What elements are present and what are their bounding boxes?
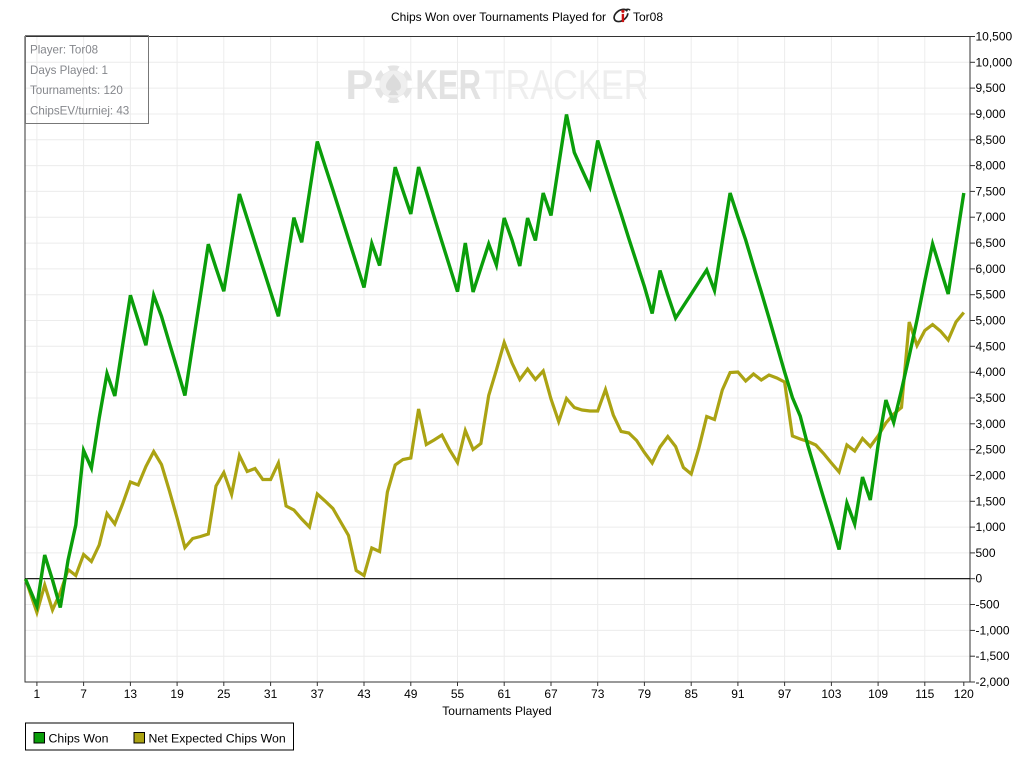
svg-text:Chips Won: Chips Won bbox=[49, 732, 109, 746]
svg-text:1,500: 1,500 bbox=[976, 494, 1006, 508]
svg-text:6,500: 6,500 bbox=[976, 236, 1006, 250]
svg-text:61: 61 bbox=[498, 687, 512, 701]
svg-text:5,000: 5,000 bbox=[976, 314, 1006, 328]
svg-text:6,000: 6,000 bbox=[976, 262, 1006, 276]
svg-text:Player: Tor08: Player: Tor08 bbox=[30, 44, 98, 57]
svg-text:7,500: 7,500 bbox=[976, 184, 1006, 198]
svg-text:91: 91 bbox=[731, 687, 745, 701]
svg-text:10,500: 10,500 bbox=[976, 30, 1013, 44]
svg-text:115: 115 bbox=[915, 687, 934, 701]
svg-text:-2,000: -2,000 bbox=[976, 675, 1010, 689]
svg-text:-500: -500 bbox=[976, 598, 1000, 612]
svg-text:1: 1 bbox=[34, 687, 41, 701]
svg-text:3,000: 3,000 bbox=[976, 417, 1006, 431]
svg-text:10,000: 10,000 bbox=[976, 55, 1013, 69]
svg-text:2,500: 2,500 bbox=[976, 443, 1006, 457]
svg-text:31: 31 bbox=[264, 687, 278, 701]
svg-text:7: 7 bbox=[80, 687, 87, 701]
svg-text:8,000: 8,000 bbox=[976, 159, 1006, 173]
svg-text:37: 37 bbox=[311, 687, 325, 701]
svg-text:ChipsEV/turniej: 43: ChipsEV/turniej: 43 bbox=[30, 104, 129, 117]
svg-text:73: 73 bbox=[591, 687, 605, 701]
svg-text:4,000: 4,000 bbox=[976, 365, 1006, 379]
svg-text:55: 55 bbox=[451, 687, 465, 701]
svg-text:500: 500 bbox=[976, 546, 996, 560]
svg-text:97: 97 bbox=[778, 687, 792, 701]
svg-text:TRACKER: TRACKER bbox=[485, 61, 649, 108]
svg-text:9,500: 9,500 bbox=[976, 81, 1006, 95]
svg-text:1,000: 1,000 bbox=[976, 520, 1006, 534]
svg-text:103: 103 bbox=[821, 687, 841, 701]
svg-text:2,000: 2,000 bbox=[976, 468, 1006, 482]
svg-text:5,500: 5,500 bbox=[976, 288, 1006, 302]
svg-text:Chips Won over Tournaments Pla: Chips Won over Tournaments Played for bbox=[391, 10, 606, 24]
svg-text:9,000: 9,000 bbox=[976, 107, 1006, 121]
svg-text:7,000: 7,000 bbox=[976, 210, 1006, 224]
svg-text:Tor08: Tor08 bbox=[633, 10, 663, 24]
svg-text:KER: KER bbox=[416, 61, 482, 108]
svg-text:85: 85 bbox=[685, 687, 699, 701]
svg-text:49: 49 bbox=[404, 687, 418, 701]
svg-text:Net Expected Chips Won: Net Expected Chips Won bbox=[149, 732, 286, 746]
svg-text:13: 13 bbox=[124, 687, 138, 701]
svg-text:Tournaments: 120: Tournaments: 120 bbox=[30, 84, 123, 97]
svg-text:3,500: 3,500 bbox=[976, 391, 1006, 405]
svg-text:Tournaments Played: Tournaments Played bbox=[442, 704, 551, 718]
svg-text:0: 0 bbox=[976, 572, 983, 586]
svg-text:Days Played: 1: Days Played: 1 bbox=[30, 64, 108, 77]
svg-text:43: 43 bbox=[357, 687, 371, 701]
svg-text:P: P bbox=[346, 61, 374, 108]
svg-text:4,500: 4,500 bbox=[976, 339, 1006, 353]
svg-text:-1,000: -1,000 bbox=[976, 623, 1010, 637]
svg-text:67: 67 bbox=[544, 687, 558, 701]
svg-text:19: 19 bbox=[170, 687, 184, 701]
svg-text:25: 25 bbox=[217, 687, 231, 701]
svg-text:120: 120 bbox=[954, 687, 974, 701]
svg-text:79: 79 bbox=[638, 687, 652, 701]
svg-text:8,500: 8,500 bbox=[976, 133, 1006, 147]
svg-text:-1,500: -1,500 bbox=[976, 649, 1010, 663]
svg-text:109: 109 bbox=[868, 687, 888, 701]
